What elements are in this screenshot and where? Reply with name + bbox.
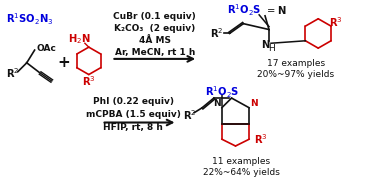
Text: +: + [58, 55, 71, 70]
Text: R$^1$SO$_2$N$_3$: R$^1$SO$_2$N$_3$ [6, 11, 53, 26]
Text: CuBr (0.1 equiv): CuBr (0.1 equiv) [113, 12, 196, 21]
Text: 17 examples: 17 examples [266, 59, 325, 68]
Text: 11 examples: 11 examples [212, 157, 271, 166]
Text: H$_2$N: H$_2$N [68, 32, 90, 46]
Text: 20%~97% yields: 20%~97% yields [257, 70, 334, 79]
Text: HFIP, rt, 8 h: HFIP, rt, 8 h [103, 123, 163, 132]
Text: R$^3$: R$^3$ [254, 132, 268, 146]
Text: R$^3$: R$^3$ [82, 74, 96, 88]
Text: N: N [213, 99, 221, 108]
Text: mCPBA (1.5 equiv): mCPBA (1.5 equiv) [86, 110, 181, 119]
Text: N: N [261, 40, 269, 50]
Text: R$^2$: R$^2$ [6, 67, 20, 81]
Text: R$^1$O$_2$S: R$^1$O$_2$S [204, 84, 239, 100]
Text: K₂CO₃  (2 equiv): K₂CO₃ (2 equiv) [114, 24, 195, 33]
Text: R$^2$: R$^2$ [210, 26, 223, 40]
Text: $=$N: $=$N [265, 4, 287, 16]
Text: 22%~64% yields: 22%~64% yields [203, 168, 280, 177]
Text: Ar, MeCN, rt 1 h: Ar, MeCN, rt 1 h [115, 48, 195, 57]
Text: H: H [268, 44, 275, 53]
Text: 4Å MS: 4Å MS [139, 36, 171, 45]
Text: OAc: OAc [37, 44, 56, 53]
Text: R$^1$O$_2$S: R$^1$O$_2$S [227, 2, 262, 18]
Text: PhI (0.22 equiv): PhI (0.22 equiv) [93, 97, 174, 107]
Text: R$^3$: R$^3$ [329, 15, 343, 29]
Text: R$^2$: R$^2$ [183, 108, 197, 122]
Text: N: N [250, 99, 258, 108]
